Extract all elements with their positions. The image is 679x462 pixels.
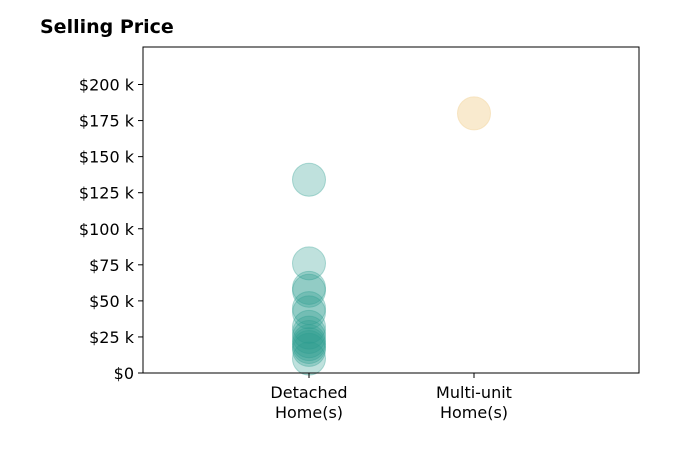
data-point [292, 309, 326, 344]
data-point [292, 319, 326, 354]
data-point [292, 273, 326, 308]
x-tick-label: Home(s) [275, 403, 343, 422]
x-tick-label: Home(s) [440, 403, 508, 422]
y-tick-label: $150 k [79, 148, 135, 167]
data-point [292, 270, 326, 305]
y-tick-label: $25 k [89, 328, 135, 347]
y-tick-label: $0 [114, 364, 134, 383]
plot-frame [142, 46, 640, 374]
data-point [292, 162, 326, 197]
data-point [292, 327, 326, 362]
data-point [292, 295, 326, 330]
data-point [292, 330, 326, 365]
y-tick-label: $175 k [79, 112, 135, 131]
data-point [292, 324, 326, 359]
x-tick-label: Detached [270, 383, 347, 402]
y-tick-label: $125 k [79, 184, 135, 203]
data-point [292, 332, 326, 367]
y-tick-label: $50 k [89, 292, 135, 311]
data-points [292, 96, 491, 376]
chart-title: Selling Price [40, 16, 174, 38]
data-point [457, 96, 491, 131]
y-axis: $0 $25 k $50 k $75 k $100 k $125 k $150 k $175 … [79, 76, 143, 383]
data-point [292, 246, 326, 281]
x-tick-label: Multi-unit [436, 383, 512, 402]
data-point [292, 291, 326, 326]
y-tick-label: $200 k [79, 76, 135, 95]
y-tick-label: $75 k [89, 256, 135, 275]
data-point [292, 315, 326, 350]
y-tick-label: $100 k [79, 220, 135, 239]
data-point [292, 341, 326, 376]
